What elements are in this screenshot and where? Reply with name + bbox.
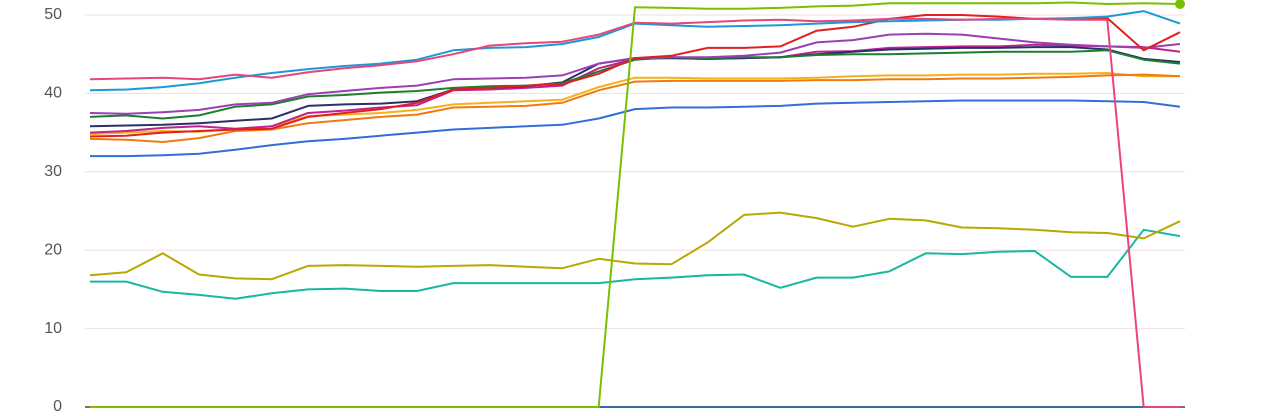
series-line [89, 17, 1180, 408]
end-point [1175, 0, 1185, 10]
y-tick-label: 50 [44, 6, 62, 23]
series-line [89, 14, 1181, 138]
series-line [90, 1, 1181, 408]
series-line [89, 211, 1181, 281]
y-tick-label: 0 [53, 398, 62, 415]
y-tick-label: 10 [44, 320, 62, 337]
series-line [90, 228, 1181, 300]
y-tick-label: 40 [44, 85, 62, 102]
series-line [90, 99, 1181, 158]
series-line [89, 49, 1181, 120]
y-tick-label: 30 [44, 163, 62, 180]
y-tick-label: 20 [44, 241, 62, 258]
